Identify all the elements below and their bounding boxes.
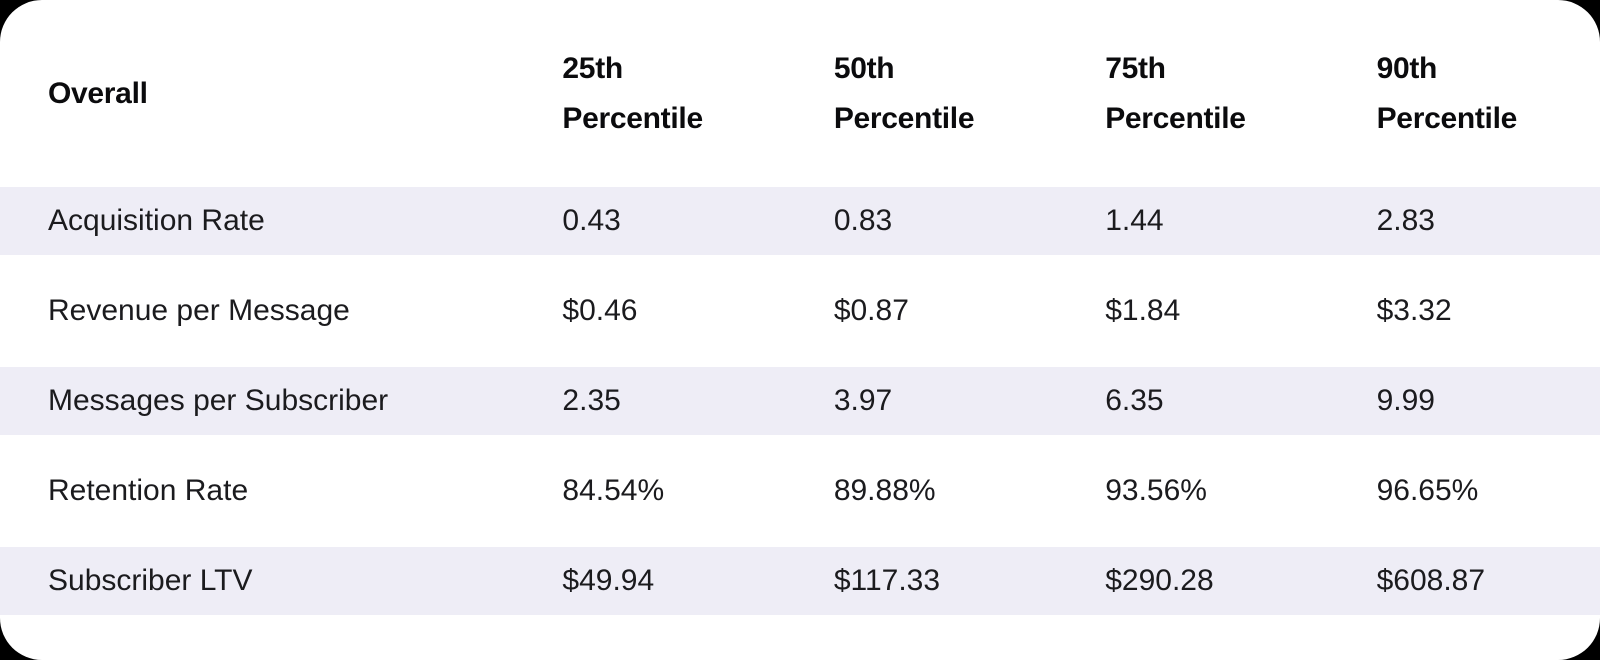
value-cell: 89.88% <box>833 474 936 507</box>
column-header-label: 90th Percentile <box>1376 51 1518 135</box>
column-header-25th-percentile: 25th Percentile <box>514 22 785 165</box>
value-cell: 9.99 <box>1328 367 1600 435</box>
value-cell: $0.87 <box>833 294 909 327</box>
metric-label-cell: Retention Rate <box>48 474 249 507</box>
value-cell: $3.32 <box>1376 294 1452 327</box>
value-cell: $117.33 <box>785 547 1058 615</box>
percentile-stats-table: Overall 25th Percentile 50th Percentile … <box>0 22 1600 615</box>
value-cell: 3.97 <box>785 367 1058 435</box>
table-header: Overall 25th Percentile 50th Percentile … <box>0 22 1600 165</box>
value-cell: 93.56% <box>1105 474 1207 507</box>
column-header-75th-percentile: 75th Percentile <box>1057 22 1328 165</box>
metric-label-cell: Revenue per Message <box>48 294 350 327</box>
value-cell: 0.43 <box>514 187 786 255</box>
value-cell: 1.44 <box>1057 187 1329 255</box>
value-cell: $0.46 <box>562 294 638 327</box>
header-row: Overall 25th Percentile 50th Percentile … <box>0 22 1600 165</box>
table-row-acquisition-rate: Acquisition Rate 0.43 0.83 1.44 2.83 <box>0 187 1600 255</box>
column-header-overall: Overall <box>48 76 148 110</box>
table-body: Acquisition Rate 0.43 0.83 1.44 2.83 Rev… <box>0 187 1600 615</box>
value-cell: $1.84 <box>1105 294 1181 327</box>
table-row-revenue-per-message: Revenue per Message $0.46 $0.87 $1.84 $3… <box>0 277 1600 345</box>
metric-label-cell: Subscriber LTV <box>0 547 515 615</box>
value-cell: $608.87 <box>1328 547 1600 615</box>
column-header-50th-percentile: 50th Percentile <box>786 22 1057 165</box>
table-row-messages-per-subscriber: Messages per Subscriber 2.35 3.97 6.35 9… <box>0 367 1600 435</box>
metric-label-cell: Acquisition Rate <box>0 187 515 255</box>
value-cell: 2.35 <box>514 367 786 435</box>
column-header-90th-percentile: 90th Percentile <box>1329 22 1600 165</box>
value-cell: 84.54% <box>562 474 665 507</box>
value-cell: 0.83 <box>785 187 1058 255</box>
value-cell: 96.65% <box>1376 474 1479 507</box>
table-row-subscriber-ltv: Subscriber LTV $49.94 $117.33 $290.28 $6… <box>0 547 1600 615</box>
table-row-retention-rate: Retention Rate 84.54% 89.88% 93.56% 96.6… <box>0 457 1600 525</box>
metric-label-cell: Messages per Subscriber <box>0 367 515 435</box>
value-cell: $49.94 <box>514 547 786 615</box>
value-cell: 2.83 <box>1328 187 1600 255</box>
value-cell: $290.28 <box>1057 547 1329 615</box>
column-header-label: 75th Percentile <box>1105 51 1246 135</box>
column-header-label: 50th Percentile <box>833 51 975 135</box>
value-cell: 6.35 <box>1057 367 1329 435</box>
column-header-label: 25th Percentile <box>562 51 703 135</box>
